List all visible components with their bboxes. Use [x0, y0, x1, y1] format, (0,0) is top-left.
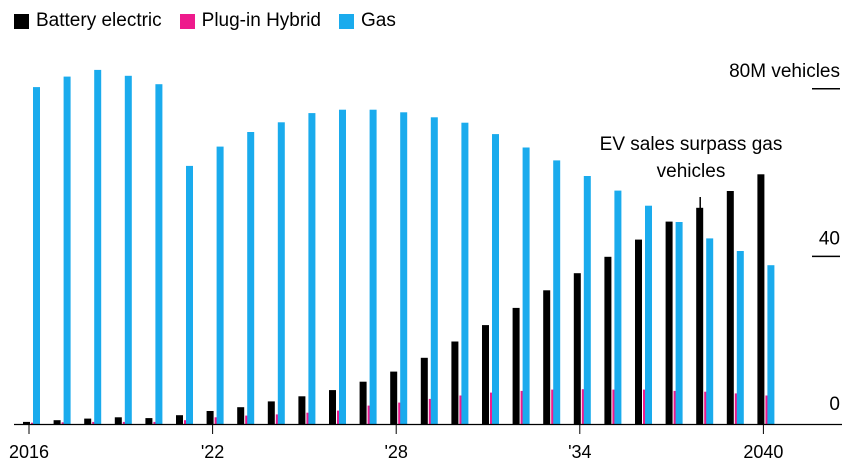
- legend: Battery electric Plug-in Hybrid Gas: [14, 10, 414, 32]
- bar-battery-2040: [757, 174, 765, 424]
- bar-gas-2037: [675, 222, 683, 424]
- x-tick-label-2034: '34: [568, 442, 591, 462]
- y-tick-label-80: 80M vehicles: [729, 61, 840, 82]
- bar-battery-2023: [237, 407, 245, 424]
- y-tick-label-0: 0: [829, 394, 840, 415]
- bar-battery-2021: [176, 415, 183, 424]
- legend-label-plug-in-hybrid: Plug-in Hybrid: [201, 10, 321, 31]
- bar-gas-2034: [583, 176, 591, 424]
- bar-gas-2020: [155, 84, 163, 424]
- x-tick-label-2040: 2040: [743, 442, 783, 462]
- bar-battery-2031: [482, 325, 489, 424]
- bar-battery-2038: [696, 207, 704, 424]
- legend-label-battery-electric: Battery electric: [36, 10, 162, 31]
- legend-swatch-gas: [338, 13, 354, 29]
- legend-label-gas: Gas: [360, 10, 396, 31]
- bar-gas-2019: [124, 75, 132, 425]
- bar-gas-2036: [645, 205, 652, 424]
- bar-battery-2020: [145, 418, 153, 424]
- bar-battery-2035: [604, 256, 612, 424]
- bar-battery-2017: [53, 420, 61, 424]
- bar-battery-2036: [635, 239, 642, 424]
- bar-gas-2028: [400, 112, 408, 425]
- bar-gas-2039: [736, 251, 744, 424]
- bar-battery-2039: [726, 191, 734, 424]
- bar-gas-2022: [216, 146, 224, 424]
- bar-gas-2038: [706, 238, 714, 424]
- bar-battery-2032: [512, 307, 520, 424]
- bar-gas-2040: [767, 265, 775, 424]
- legend-swatch-plug-in-hybrid: [179, 13, 195, 29]
- bar-battery-2022: [206, 411, 214, 424]
- x-tick-label-2028: '28: [384, 442, 407, 462]
- bar-gas-2027: [369, 109, 377, 424]
- bar-battery-2026: [329, 390, 336, 424]
- legend-item-plug-in-hybrid: Plug-in Hybrid: [179, 10, 321, 32]
- bar-gas-2026: [339, 109, 346, 424]
- bar-battery-2019: [114, 417, 122, 424]
- bar-gas-2031: [492, 134, 499, 424]
- bar-battery-2018: [84, 418, 92, 424]
- bar-battery-2024: [267, 401, 275, 424]
- bar-gas-2032: [522, 147, 530, 424]
- x-tick-label-2022: '22: [201, 442, 224, 462]
- x-tick-label-2016: 2016: [9, 442, 49, 462]
- bar-battery-2033: [543, 290, 551, 424]
- bar-battery-2037: [665, 221, 673, 424]
- bar-gas-2016: [33, 87, 40, 424]
- bar-battery-2034: [573, 273, 581, 424]
- bar-battery-2016: [23, 421, 30, 424]
- bar-battery-2027: [359, 381, 367, 424]
- bar-battery-2025: [298, 396, 306, 424]
- annotation-text-line-1: EV sales surpass gas: [600, 134, 783, 155]
- bar-gas-2018: [94, 69, 102, 425]
- y-tick-label-40: 40: [819, 228, 840, 249]
- legend-item-battery-electric: Battery electric: [14, 10, 162, 32]
- bar-gas-2023: [247, 132, 255, 424]
- bar-gas-2033: [553, 160, 561, 424]
- bar-gas-2029: [430, 117, 438, 425]
- annotation-text-line-2: vehicles: [657, 161, 726, 182]
- bar-gas-2021: [186, 165, 193, 424]
- bar-gas-2024: [277, 122, 285, 425]
- bar-gas-2017: [63, 76, 71, 424]
- legend-swatch-battery-electric: [14, 13, 29, 29]
- bar-battery-2030: [451, 341, 459, 424]
- bar-gas-2035: [614, 190, 622, 424]
- legend-item-gas: Gas: [338, 10, 396, 32]
- bar-gas-2030: [461, 122, 469, 424]
- bar-battery-2029: [420, 357, 428, 424]
- bar-battery-2028: [390, 371, 398, 424]
- bar-gas-2025: [308, 113, 316, 424]
